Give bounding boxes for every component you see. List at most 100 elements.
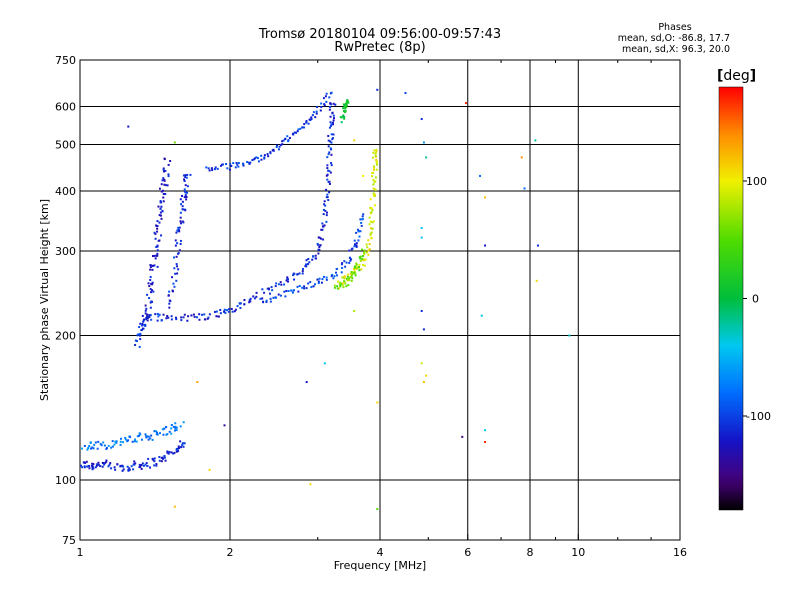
data-point bbox=[353, 268, 356, 271]
data-point bbox=[345, 104, 348, 107]
data-point bbox=[376, 88, 379, 91]
data-point bbox=[83, 465, 86, 468]
y-tick-label: 300 bbox=[55, 245, 76, 258]
data-point bbox=[327, 153, 330, 156]
data-point bbox=[332, 117, 335, 120]
data-point bbox=[350, 279, 353, 282]
data-point bbox=[322, 208, 325, 211]
data-point bbox=[174, 422, 177, 425]
data-point bbox=[206, 317, 209, 320]
data-point bbox=[322, 97, 325, 100]
data-point bbox=[153, 464, 156, 467]
data-point bbox=[94, 441, 97, 444]
data-point bbox=[327, 199, 330, 202]
data-point bbox=[374, 188, 377, 191]
data-point bbox=[308, 261, 311, 264]
data-point bbox=[110, 467, 113, 470]
data-point bbox=[129, 436, 132, 439]
data-point bbox=[92, 467, 95, 470]
data-point bbox=[147, 438, 150, 441]
data-point bbox=[171, 290, 174, 293]
data-point bbox=[323, 362, 326, 365]
data-point bbox=[153, 264, 156, 267]
data-point bbox=[267, 155, 270, 158]
data-point bbox=[326, 156, 329, 159]
data-point bbox=[269, 300, 272, 303]
data-point bbox=[354, 274, 357, 277]
data-point bbox=[568, 334, 571, 337]
data-point bbox=[146, 319, 149, 322]
x-tick-label: 6 bbox=[464, 546, 471, 559]
data-point bbox=[183, 196, 186, 199]
data-point bbox=[86, 448, 89, 451]
data-point bbox=[213, 310, 216, 313]
data-point bbox=[173, 505, 176, 508]
data-point bbox=[79, 464, 82, 467]
data-point bbox=[178, 447, 181, 450]
data-point bbox=[156, 319, 159, 322]
colorbar-tick-label: 100 bbox=[746, 175, 767, 188]
data-point bbox=[216, 167, 219, 170]
data-point bbox=[301, 126, 304, 129]
data-point bbox=[326, 173, 329, 176]
data-point bbox=[291, 132, 294, 135]
data-point bbox=[137, 333, 140, 336]
data-point bbox=[323, 200, 326, 203]
phases-stats-box: Phases mean, sd,O: -86.8, 17.7 mean, sd,… bbox=[580, 22, 730, 55]
data-point bbox=[161, 456, 164, 459]
data-point bbox=[88, 467, 91, 470]
data-point bbox=[346, 278, 349, 281]
data-point bbox=[230, 307, 233, 310]
data-point bbox=[361, 218, 364, 221]
data-point bbox=[126, 465, 129, 468]
data-point bbox=[484, 196, 487, 199]
data-point bbox=[161, 457, 164, 460]
data-point bbox=[305, 120, 308, 123]
data-point bbox=[332, 133, 335, 136]
data-point bbox=[364, 258, 367, 261]
data-point bbox=[165, 426, 168, 429]
data-point bbox=[178, 249, 181, 252]
data-point bbox=[355, 242, 358, 245]
data-point bbox=[156, 220, 159, 223]
data-point bbox=[170, 423, 173, 426]
data-point bbox=[370, 175, 373, 178]
data-point bbox=[243, 299, 246, 302]
data-point bbox=[115, 440, 118, 443]
data-point bbox=[107, 444, 110, 447]
data-point bbox=[167, 316, 170, 319]
data-point bbox=[148, 314, 151, 317]
data-point bbox=[342, 276, 345, 279]
data-point bbox=[327, 169, 330, 172]
data-point bbox=[85, 460, 88, 463]
data-point bbox=[329, 147, 332, 150]
data-point bbox=[235, 161, 238, 164]
data-point bbox=[367, 253, 370, 256]
data-point bbox=[141, 322, 144, 325]
data-point bbox=[317, 236, 320, 239]
data-point bbox=[261, 288, 264, 291]
data-point bbox=[144, 309, 147, 312]
data-point bbox=[156, 244, 159, 247]
data-point bbox=[163, 183, 166, 186]
phases-x-mode: mean, sd,X: 96.3, 20.0 bbox=[621, 44, 730, 55]
data-point bbox=[148, 297, 151, 300]
data-point bbox=[257, 160, 260, 163]
data-point bbox=[160, 217, 163, 220]
data-point bbox=[291, 291, 294, 294]
data-point bbox=[325, 211, 328, 214]
data-point bbox=[322, 238, 325, 241]
data-point bbox=[330, 123, 333, 126]
data-point bbox=[376, 163, 379, 166]
data-point bbox=[355, 263, 358, 266]
data-point bbox=[223, 424, 226, 427]
data-point bbox=[311, 114, 314, 117]
data-point bbox=[329, 106, 332, 109]
data-point bbox=[184, 209, 187, 212]
data-point bbox=[312, 255, 315, 258]
data-point bbox=[285, 289, 288, 292]
data-point bbox=[228, 308, 231, 311]
data-point bbox=[177, 252, 180, 255]
data-point bbox=[372, 192, 375, 195]
data-point bbox=[158, 456, 161, 459]
